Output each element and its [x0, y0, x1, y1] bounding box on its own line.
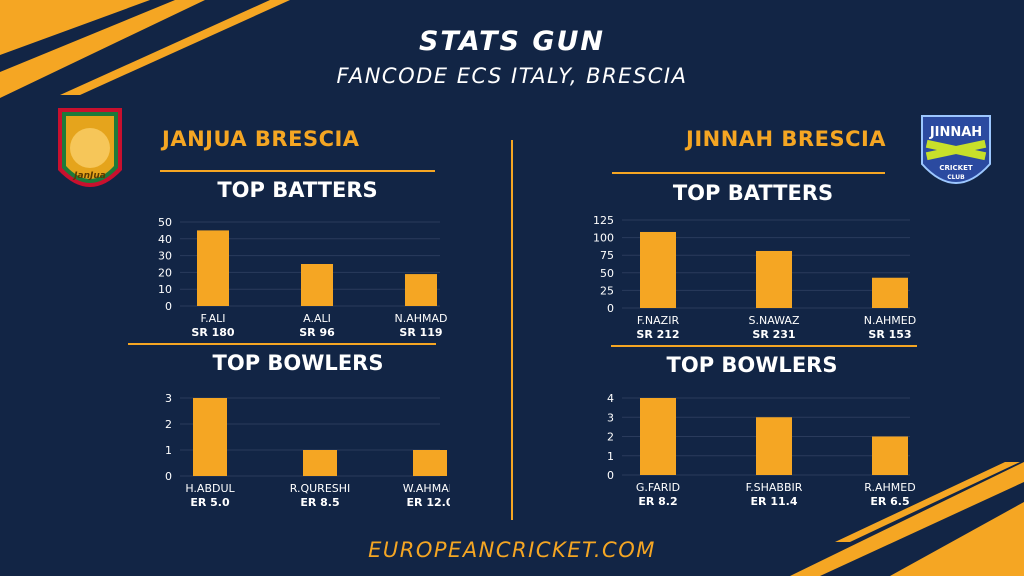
left-batters-stat-label: SR 180 — [191, 326, 235, 339]
left-batters-category-label: N.AHMAD — [394, 312, 447, 325]
left-batters-bar — [301, 264, 333, 306]
left-mid-rule — [128, 343, 436, 345]
left-batters-bar — [197, 230, 229, 306]
right-bowlers-category-label: F.SHABBIR — [746, 481, 803, 494]
left-bowlers-category-label: W.AHMAD — [403, 482, 450, 495]
janjua-logo-text: JanJua — [72, 171, 106, 181]
right-batters-stat-label: SR 212 — [636, 328, 679, 341]
jinnah-logo: JINNAH CRICKET CLUB — [921, 115, 991, 184]
jinnah-logo-top-text: JINNAH — [929, 125, 982, 140]
left-bowlers-bar — [193, 398, 227, 476]
left-bowlers-category-label: H.ABDUL — [185, 482, 235, 495]
left-batters-ytick-label: 30 — [158, 250, 172, 263]
right-batters-ytick-label: 0 — [607, 302, 614, 315]
left-bowlers-title: TOP BOWLERS — [212, 351, 384, 375]
left-batters-stat-label: SR 119 — [399, 326, 442, 339]
right-team-name: JINNAH BRESCIA — [686, 127, 887, 151]
right-batters-bar — [756, 250, 792, 308]
right-bowlers-title: TOP BOWLERS — [666, 353, 838, 377]
right-batters-ytick-label: 50 — [600, 267, 614, 280]
right-batters-category-label: F.NAZIR — [637, 314, 680, 327]
center-divider — [511, 140, 513, 520]
right-bowlers-category-label: R.AHMED — [864, 481, 915, 494]
left-team-name: JANJUA BRESCIA — [162, 127, 360, 151]
right-bowlers-ytick-label: 4 — [607, 392, 614, 405]
right-bowlers-ytick-label: 2 — [607, 431, 614, 444]
left-bowlers-bar — [303, 450, 337, 476]
left-batters-stat-label: SR 96 — [299, 326, 335, 339]
right-bowlers-ytick-label: 3 — [607, 411, 614, 424]
jinnah-logo-text-cricket: CRICKET — [939, 164, 972, 172]
left-batters-ytick-label: 0 — [165, 300, 172, 313]
left-batters-ytick-label: 20 — [158, 266, 172, 279]
right-batters-ytick-label: 100 — [593, 232, 614, 245]
left-bowlers-ytick-label: 2 — [165, 418, 172, 431]
right-bowlers-ytick-label: 1 — [607, 450, 614, 463]
right-batters-ytick-label: 75 — [600, 249, 614, 262]
right-bowlers-bar — [640, 398, 676, 475]
right-batters-bar — [872, 277, 908, 308]
left-batters-ytick-label: 10 — [158, 283, 172, 296]
right-mid-rule — [611, 345, 917, 347]
left-batters-bar — [405, 274, 437, 306]
left-bowlers-category-label: R.QURESHI — [290, 482, 351, 495]
left-batters-ytick-label: 50 — [158, 216, 172, 229]
left-batters-category-label: F.ALI — [201, 312, 226, 325]
right-batters-ytick-label: 125 — [593, 214, 614, 227]
left-batters-title: TOP BATTERS — [217, 178, 378, 202]
right-batters-stat-label: SR 231 — [752, 328, 795, 341]
jinnah-logo-text-club: CLUB — [947, 174, 965, 181]
page-title: STATS GUN — [418, 26, 606, 57]
right-bowlers-stat-label: ER 8.2 — [638, 495, 677, 508]
left-team-rule — [160, 170, 435, 172]
left-bowlers-stat-label: ER 12.0 — [407, 496, 450, 509]
right-team-rule — [612, 172, 885, 174]
left-bowlers-ytick-label: 0 — [165, 470, 172, 483]
left-bowlers-bar — [413, 450, 447, 476]
right-bowlers-ytick-label: 0 — [607, 469, 614, 482]
right-batters-category-label: S.NAWAZ — [749, 314, 800, 327]
left-bowlers-stat-label: ER 8.5 — [300, 496, 339, 509]
right-bowlers-stat-label: ER 11.4 — [751, 495, 798, 508]
left-batters-category-label: A.ALI — [303, 312, 331, 325]
right-batters-title: TOP BATTERS — [672, 181, 834, 205]
right-bowlers-stat-label: ER 6.5 — [870, 495, 909, 508]
left-bowlers-ytick-label: 3 — [165, 392, 172, 405]
right-bowlers-category-label: G.FARID — [636, 481, 680, 494]
janjua-logo: JanJua — [58, 108, 122, 187]
right-batters-ytick-label: 25 — [600, 284, 614, 297]
right-batters-stat-label: SR 153 — [868, 328, 911, 341]
page-subtitle: FANCODE ECS ITALY, BRESCIA — [336, 64, 688, 88]
footer-url: EUROPEANCRICKET.COM — [368, 538, 656, 562]
left-batters-ytick-label: 40 — [158, 233, 172, 246]
right-batters-category-label: N.AHMED — [864, 314, 916, 327]
left-bowlers-stat-label: ER 5.0 — [190, 496, 230, 509]
right-bowlers-bar — [872, 436, 908, 475]
corner-decoration-bottom-right — [790, 462, 1024, 576]
corner-decoration-top-left — [0, 0, 290, 98]
right-bowlers-bar — [756, 417, 792, 475]
right-batters-bar — [640, 231, 676, 308]
left-bowlers-ytick-label: 1 — [165, 444, 172, 457]
